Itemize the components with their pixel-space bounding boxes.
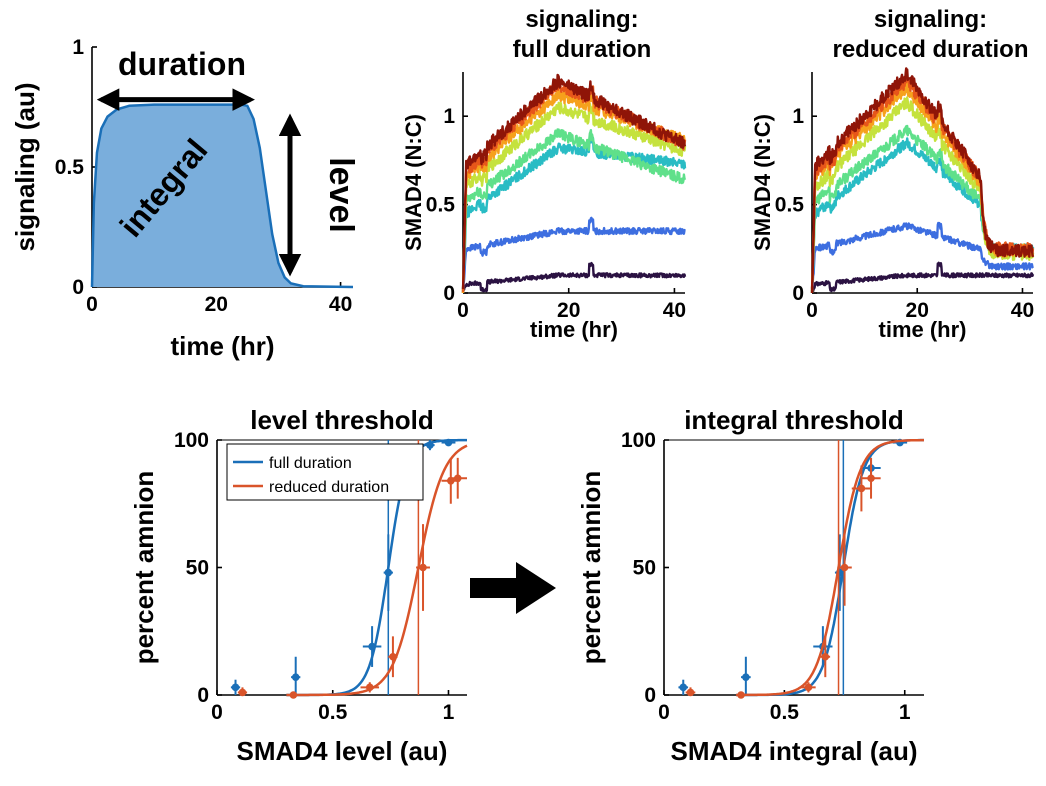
data-point	[289, 691, 298, 699]
y-tick-label: 100	[174, 429, 209, 452]
y-tick-label: 0	[197, 684, 209, 707]
x-tick-label: 40	[663, 299, 686, 322]
series-line-d3	[461, 135, 687, 292]
panel-full-duration: 0 20 40 0 0.5 1 time (hr) SMAD4 (N:C) signaling:…	[401, 6, 687, 342]
chart-title-line: full duration	[513, 36, 652, 63]
data-point	[840, 563, 849, 572]
fit-curve	[736, 438, 924, 697]
data-point	[426, 441, 434, 449]
chart-title: level threshold	[250, 405, 434, 435]
data-point	[365, 683, 374, 692]
series-line-d8	[810, 67, 1035, 294]
y-tick-label: 0	[72, 276, 84, 299]
x-axis-label: time (hr)	[171, 331, 275, 361]
y-tick-label: 1	[443, 105, 455, 128]
y-tick-label: 0.5	[55, 156, 85, 179]
series-line-d1	[810, 261, 1035, 294]
data-point	[444, 438, 453, 447]
y-axis-label: signaling (au)	[10, 83, 40, 252]
series-line-d8	[461, 73, 687, 289]
series-line-d2	[810, 221, 1034, 292]
legend-box	[226, 443, 424, 501]
y-tick-label: 0.5	[426, 194, 456, 217]
panel-level-threshold: 0 0.5 1 0 50 100 SMAD4 level (au) percent amnio…	[129, 405, 468, 766]
chart-title-line: signaling:	[874, 6, 987, 33]
x-axis-label: SMAD4 level (au)	[237, 736, 448, 766]
x-axis-label: time (hr)	[530, 317, 618, 342]
x-tick-label: 0	[806, 299, 818, 322]
x-tick-label: 0.5	[770, 701, 800, 724]
level-annotation: level	[322, 157, 360, 233]
data-point	[804, 683, 813, 692]
panel-integral-threshold: 0 0.5 1 0 50 100 SMAD4 integral (au) percent am…	[576, 405, 924, 766]
data-point	[384, 568, 393, 577]
series-line-d4	[461, 128, 687, 290]
data-point	[679, 683, 688, 692]
series-line-d1	[461, 261, 687, 294]
chart-title-line: signaling:	[525, 6, 638, 33]
y-tick-label: 1	[72, 36, 84, 59]
panel-schematic: 0 20 40 0 0.5 1 time (hr) signaling (au) duratio…	[10, 36, 360, 361]
data-point	[238, 688, 247, 697]
data-point	[867, 474, 875, 483]
fit-curve	[286, 444, 468, 697]
transition-arrow-icon	[470, 562, 556, 614]
panel-reduced-duration: 0 20 40 0 0.5 1 time (hr) SMAD4 (N:C) signaling:…	[750, 6, 1035, 342]
y-tick-label: 0	[792, 282, 804, 305]
y-axis-label: SMAD4 (N:C)	[750, 114, 775, 251]
series-line-d2	[461, 216, 686, 294]
y-tick-label: 0.5	[775, 194, 805, 217]
y-tick-label: 50	[633, 557, 656, 580]
x-axis-label: SMAD4 integral (au)	[670, 736, 917, 766]
data-point	[368, 642, 376, 651]
x-tick-label: 40	[1011, 299, 1034, 322]
x-tick-label: 1	[899, 701, 911, 724]
y-axis-label: SMAD4 (N:C)	[401, 114, 426, 251]
chart-title: integral threshold	[684, 405, 904, 435]
data-point	[686, 688, 695, 697]
integral-area	[92, 104, 353, 287]
x-tick-label: 0	[658, 701, 670, 724]
x-tick-label: 20	[205, 293, 228, 316]
legend-label: reduced duration	[269, 479, 389, 496]
data-point	[453, 474, 462, 483]
legend-label: full duration	[269, 455, 352, 472]
data-point	[742, 673, 750, 681]
x-tick-label: 0	[86, 293, 98, 316]
data-point	[857, 484, 866, 493]
x-tick-label: 1	[443, 701, 455, 724]
data-point	[419, 563, 427, 572]
data-point	[389, 652, 397, 661]
series-line-d5	[461, 101, 687, 294]
data-point	[291, 673, 300, 681]
y-tick-label: 0	[644, 684, 656, 707]
duration-annotation: duration	[118, 46, 246, 82]
x-tick-label: 20	[906, 299, 929, 322]
data-point	[821, 652, 830, 661]
x-tick-label: 0	[457, 299, 469, 322]
y-axis-label: percent amnion	[129, 471, 159, 665]
data-point	[231, 683, 240, 692]
series-line-d5	[810, 96, 1035, 294]
y-tick-label: 50	[186, 557, 209, 580]
y-axis-label: percent amnion	[576, 471, 606, 665]
chart-title-line: reduced duration	[832, 36, 1028, 63]
x-tick-label: 0	[211, 701, 223, 724]
y-tick-label: 0	[443, 282, 455, 305]
x-axis-label: time (hr)	[879, 317, 967, 342]
x-tick-label: 40	[329, 293, 352, 316]
data-point	[737, 691, 745, 699]
x-tick-label: 0.5	[318, 701, 348, 724]
y-tick-label: 1	[792, 105, 804, 128]
x-tick-label: 20	[557, 299, 580, 322]
y-tick-label: 100	[621, 429, 656, 452]
